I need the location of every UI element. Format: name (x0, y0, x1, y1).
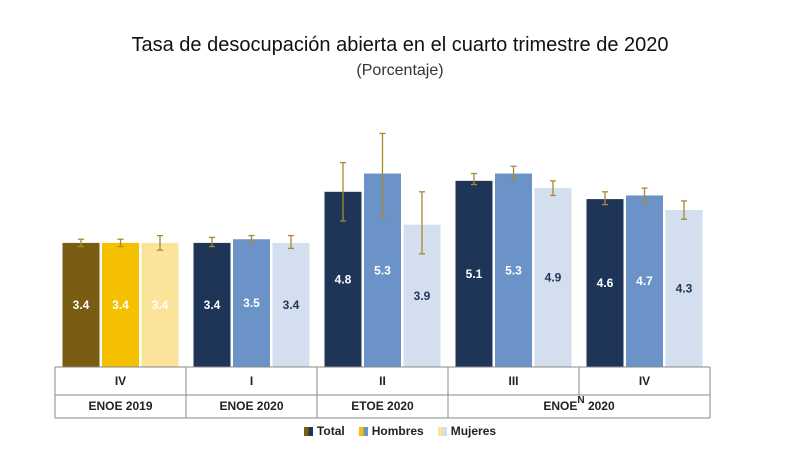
data-label-3-hombres: 5.3 (505, 263, 522, 277)
data-label-4-hombres: 4.7 (636, 274, 653, 288)
bar-4-hombres (626, 195, 663, 367)
data-label-0-hombres: 3.4 (112, 298, 129, 312)
x-tick-label-survey-2: ETOE 2020 (351, 399, 414, 413)
x-tick-label-quarter-1: I (250, 374, 253, 388)
bar-1-hombres (233, 239, 270, 367)
chart-subtitle: (Porcentaje) (356, 62, 444, 79)
x-tick-label-quarter-4: IV (639, 374, 650, 388)
legend-label-hombres: Hombres (371, 424, 424, 438)
data-label-2-mujeres: 3.9 (414, 289, 431, 303)
data-label-0-total: 3.4 (73, 298, 90, 312)
data-label-0-mujeres: 3.4 (152, 298, 169, 312)
bar-0-hombres (102, 242, 139, 367)
data-label-4-total: 4.6 (597, 276, 614, 290)
bar-1-mujeres (272, 242, 310, 367)
bar-0-total (62, 242, 100, 367)
legend-swatch-total (303, 426, 313, 436)
chart-title: Tasa de desocupación abierta en el cuart… (131, 34, 669, 56)
legend-item-hombres: Hombres (358, 424, 424, 438)
legend: Total Hombres Mujeres (0, 424, 800, 438)
x-tick-label-quarter-3: III (508, 374, 518, 388)
bar-3-mujeres (534, 188, 572, 367)
bar-3-hombres (495, 173, 532, 367)
bar-0-mujeres (141, 242, 179, 367)
legend-item-mujeres: Mujeres (437, 424, 497, 438)
bar-4-mujeres (665, 210, 703, 367)
bar-1-total (193, 242, 231, 367)
legend-swatch-hombres (358, 426, 368, 436)
legend-item-total: Total (303, 424, 345, 438)
legend-label-mujeres: Mujeres (450, 424, 497, 438)
x-tick-label-quarter-2: II (379, 374, 386, 388)
data-label-2-total: 4.8 (335, 272, 352, 286)
bar-3-total (455, 180, 493, 367)
data-label-3-mujeres: 4.9 (545, 271, 562, 285)
x-tick-label-survey-3: ENOEN 2020 (543, 395, 615, 413)
data-label-1-hombres: 3.5 (243, 296, 260, 310)
x-tick-label-survey-1: ENOE 2020 (219, 399, 283, 413)
data-label-1-mujeres: 3.4 (283, 298, 300, 312)
legend-swatch-mujeres (437, 426, 447, 436)
x-tick-label-quarter-0: IV (115, 374, 126, 388)
data-label-2-hombres: 5.3 (374, 263, 391, 277)
bar-4-total (586, 199, 624, 367)
x-tick-label-survey-0: ENOE 2019 (88, 399, 152, 413)
legend-label-total: Total (316, 424, 345, 438)
data-label-1-total: 3.4 (204, 298, 221, 312)
data-label-3-total: 5.1 (466, 267, 483, 281)
data-label-4-mujeres: 4.3 (676, 282, 693, 296)
